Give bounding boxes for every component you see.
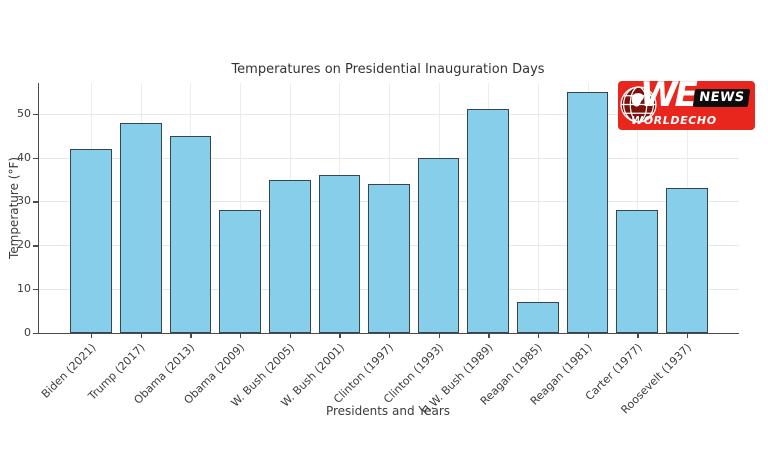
- x-axis-tick-mark: [637, 333, 639, 338]
- x-axis-tick-mark: [339, 333, 341, 338]
- y-axis-tick-label: 40: [17, 150, 31, 164]
- plot-area: 0 10 20 30 40 50 Biden (2021) Trump (2017) Obama…: [17, 83, 739, 418]
- x-axis-tick-mark: [289, 333, 292, 338]
- y-axis-tick-label: 20: [17, 238, 31, 252]
- bar: [566, 91, 609, 333]
- y-axis-tick-label: 0: [24, 326, 31, 339]
- x-axis-tick-mark: [190, 333, 192, 338]
- x-axis-tick-mark: [438, 333, 440, 338]
- bar: [169, 135, 212, 333]
- x-axis-tick-mark: [389, 333, 391, 338]
- bar: [467, 109, 510, 333]
- y-axis-tick-mark: [33, 245, 39, 247]
- y-axis-tick-label: 10: [17, 282, 31, 296]
- bar: [616, 210, 659, 333]
- bar: [517, 302, 559, 333]
- x-axis-tick-mark: [240, 333, 242, 338]
- y-axis-tick-mark: [33, 201, 39, 203]
- chart-title: Temperatures on Presidential Inauguratio…: [231, 62, 545, 77]
- logo-we-text: WE: [640, 75, 698, 115]
- bar: [119, 122, 162, 333]
- globe-icon: [620, 86, 657, 123]
- y-axis-tick-mark: [33, 289, 39, 291]
- bar: [219, 210, 261, 333]
- x-axis-label: Presidents and Years: [325, 404, 451, 418]
- bar: [70, 148, 112, 333]
- y-axis-tick-label: 30: [17, 194, 31, 208]
- x-axis-tick-mark: [686, 333, 689, 338]
- y-axis-tick-label: 50: [17, 106, 31, 120]
- grid-line-vertical: [240, 83, 242, 333]
- bar: [318, 175, 361, 333]
- bar: [268, 179, 311, 333]
- y-axis-tick-mark: [33, 157, 39, 159]
- grid-line-vertical: [637, 83, 639, 333]
- y-axis-tick-mark: [33, 113, 39, 116]
- worldecho-news-logo: WE NEWS WORLDECHO: [618, 75, 755, 130]
- x-axis-tick-mark: [488, 333, 490, 338]
- x-axis-tick-mark: [91, 333, 93, 338]
- x-axis-tick-mark: [587, 333, 589, 338]
- x-axis-tick-mark: [537, 333, 540, 338]
- logo-brand-text: WORLDECHO: [631, 114, 717, 127]
- grid-line-vertical: [537, 83, 539, 333]
- bar: [417, 157, 460, 333]
- y-axis-tick-mark: [33, 333, 39, 335]
- x-axis-tick-mark: [140, 333, 143, 338]
- bar: [368, 183, 410, 333]
- logo-news-badge: NEWS: [692, 89, 751, 107]
- bar: [666, 188, 708, 333]
